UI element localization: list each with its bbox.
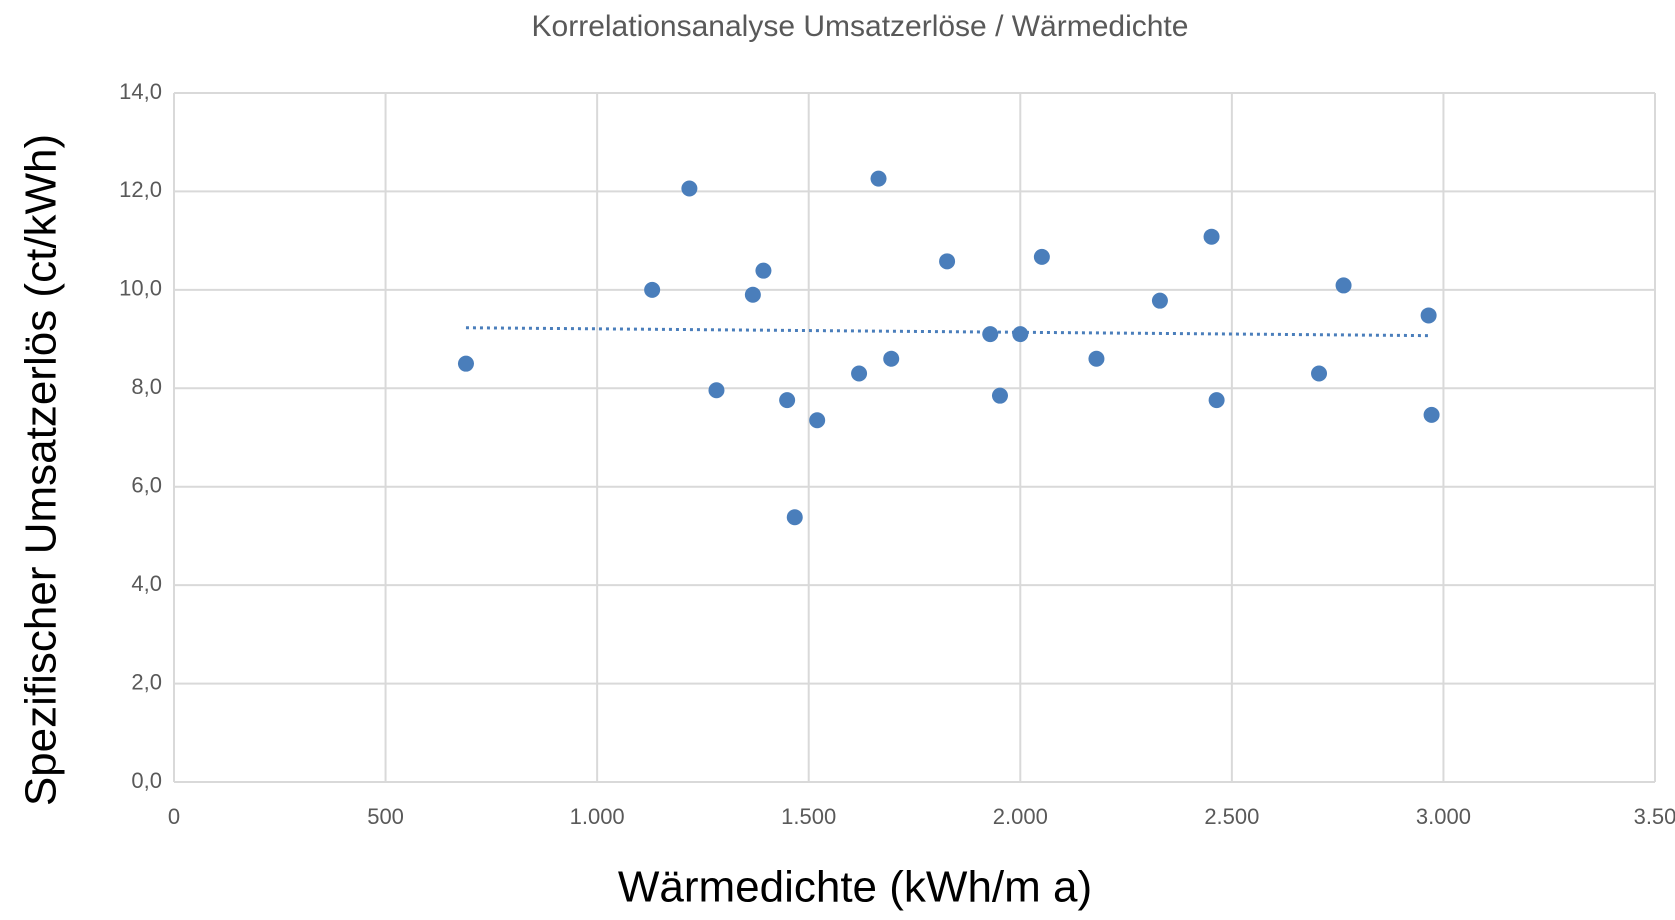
x-tick-label: 1.000 (570, 804, 625, 829)
point (1088, 350, 1105, 367)
point (1420, 307, 1437, 324)
point (851, 365, 868, 382)
point (991, 387, 1008, 404)
point (457, 355, 474, 372)
point (939, 253, 956, 270)
y-tick-label: 12,0 (119, 177, 162, 202)
point (809, 412, 826, 429)
x-tick-label: 0 (168, 804, 180, 829)
point (982, 326, 999, 343)
x-tick-label: 3.50 (1634, 804, 1675, 829)
x-axis-title: Wärmedichte (kWh/m a) (618, 863, 1092, 912)
y-tick-label: 8,0 (131, 374, 162, 399)
point (1423, 406, 1440, 423)
point (870, 170, 887, 187)
y-tick-label: 0,0 (131, 768, 162, 793)
point (779, 392, 796, 409)
point (744, 286, 761, 303)
x-tick-label: 500 (367, 804, 404, 829)
point (1012, 326, 1029, 343)
chart-title: Korrelationsanalyse Umsatzerlöse / Wärme… (532, 10, 1189, 43)
point (1033, 248, 1050, 265)
point (1208, 392, 1225, 409)
point (708, 382, 725, 399)
point (681, 180, 698, 197)
point (786, 509, 803, 526)
x-tick-label: 2.000 (993, 804, 1048, 829)
point (755, 262, 772, 279)
y-tick-label: 10,0 (119, 276, 162, 301)
point (1311, 365, 1328, 382)
x-tick-label: 3.000 (1416, 804, 1471, 829)
y-tick-label: 14,0 (119, 79, 162, 104)
x-tick-label: 2.500 (1204, 804, 1259, 829)
point (883, 350, 900, 367)
y-tick-label: 4,0 (131, 571, 162, 596)
trendline (465, 326, 1429, 338)
point (644, 281, 661, 298)
y-tick-label: 2,0 (131, 669, 162, 694)
y-tick-label: 6,0 (131, 473, 162, 498)
x-tick-label: 1.500 (781, 804, 836, 829)
point (1335, 277, 1352, 294)
point (1151, 292, 1168, 309)
y-axis-title: Spezifischer Umsatzerlös (ct/kWh) (17, 134, 66, 806)
point (1203, 228, 1220, 245)
